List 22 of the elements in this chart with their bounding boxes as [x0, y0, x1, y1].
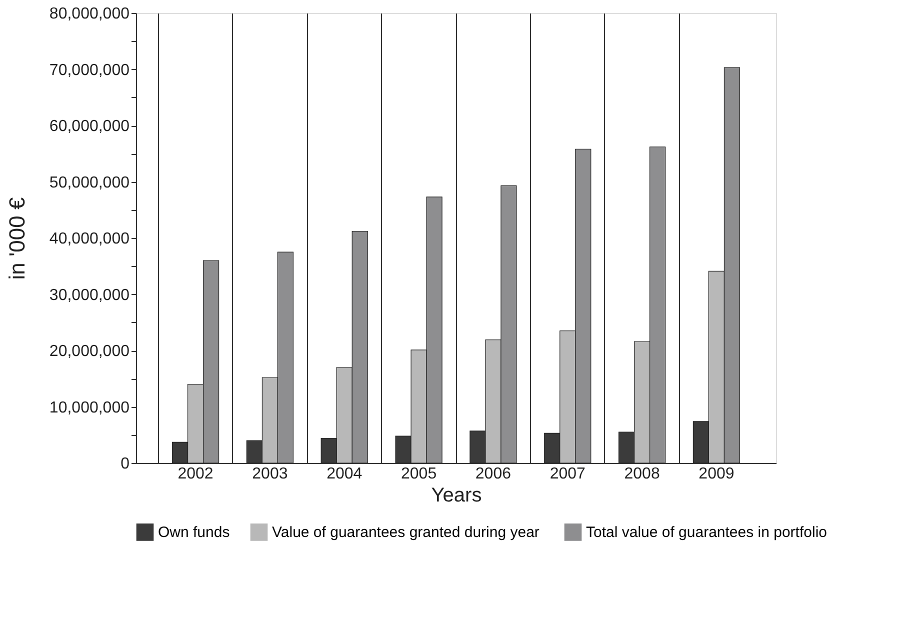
y-tick-label: 0: [120, 456, 130, 472]
x-tick-label: 2009: [698, 466, 734, 482]
y-tick-label: 10,000,000: [49, 399, 130, 416]
y-tick-label: 50,000,000: [49, 174, 130, 192]
x-tick-label: 2006: [475, 466, 512, 482]
x-tick-label: 2007: [550, 466, 586, 482]
x-tick-label: 2003: [252, 466, 288, 482]
y-tick-label: 70,000,000: [49, 62, 130, 79]
legend-label: Total value of guarantees in portfolio: [586, 524, 827, 542]
legend-label: Value of guarantees granted during year: [272, 524, 540, 542]
x-tick-label: 2002: [178, 466, 214, 482]
y-tick-label: 80,000,000: [49, 6, 130, 22]
y-tick-label: 40,000,000: [49, 230, 130, 248]
x-axis-title: Years: [431, 484, 482, 506]
x-tick-label: 2008: [624, 466, 660, 482]
y-axis-title: in '000 €: [4, 197, 30, 280]
y-tick-label: 30,000,000: [49, 286, 130, 304]
y-tick-label: 60,000,000: [49, 118, 130, 135]
legend-label: Own funds: [158, 524, 230, 542]
y-tick-label: 20,000,000: [49, 343, 130, 360]
x-tick-label: 2005: [400, 466, 437, 482]
x-tick-label: 2004: [326, 466, 362, 482]
